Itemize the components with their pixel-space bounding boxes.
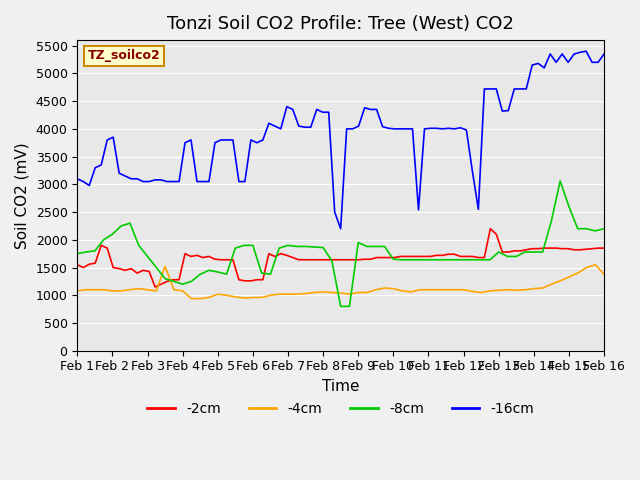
Legend: -2cm, -4cm, -8cm, -16cm: -2cm, -4cm, -8cm, -16cm [141, 396, 540, 421]
Y-axis label: Soil CO2 (mV): Soil CO2 (mV) [15, 142, 30, 249]
Title: Tonzi Soil CO2 Profile: Tree (West) CO2: Tonzi Soil CO2 Profile: Tree (West) CO2 [167, 15, 514, 33]
X-axis label: Time: Time [322, 379, 360, 394]
Text: TZ_soilco2: TZ_soilco2 [88, 49, 161, 62]
